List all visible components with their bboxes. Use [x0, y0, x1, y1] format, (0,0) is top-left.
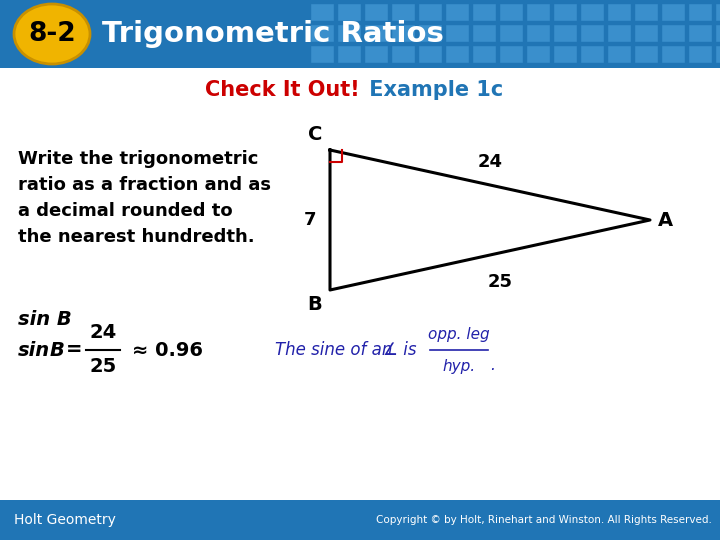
Text: ≈ 0.96: ≈ 0.96 [132, 341, 203, 360]
Text: is: is [398, 341, 422, 359]
Bar [634, 45, 658, 63]
Bar [580, 3, 604, 21]
Bar [634, 3, 658, 21]
Text: B: B [50, 341, 65, 360]
Text: 25: 25 [487, 273, 513, 291]
Bar [391, 45, 415, 63]
Bar [364, 3, 388, 21]
Bar [553, 24, 577, 42]
Bar [310, 45, 334, 63]
Text: 24: 24 [89, 323, 117, 342]
Bar [310, 24, 334, 42]
Bar [661, 24, 685, 42]
Text: B: B [307, 295, 322, 314]
Bar [391, 24, 415, 42]
Text: =: = [66, 341, 83, 360]
Text: 24: 24 [477, 153, 503, 171]
Bar [337, 3, 361, 21]
Text: 8-2: 8-2 [28, 21, 76, 47]
Bar [526, 45, 550, 63]
Text: Holt Geometry: Holt Geometry [14, 513, 116, 527]
Text: C: C [307, 125, 322, 144]
Bar [634, 24, 658, 42]
Text: ∠: ∠ [383, 341, 398, 359]
Bar [364, 24, 388, 42]
Text: Example 1c: Example 1c [362, 80, 503, 100]
Text: a decimal rounded to: a decimal rounded to [18, 202, 233, 220]
Bar [688, 45, 712, 63]
Bar [310, 3, 334, 21]
Bar [526, 3, 550, 21]
Bar [472, 24, 496, 42]
Bar [688, 3, 712, 21]
Text: Copyright © by Holt, Rinehart and Winston. All Rights Reserved.: Copyright © by Holt, Rinehart and Winsto… [376, 515, 712, 525]
Text: Check It Out!: Check It Out! [205, 80, 360, 100]
Bar [391, 3, 415, 21]
Text: Trigonometric Ratios: Trigonometric Ratios [102, 20, 444, 48]
Text: A: A [658, 211, 673, 229]
Bar [607, 3, 631, 21]
Bar [580, 45, 604, 63]
Bar [418, 24, 442, 42]
Text: The sine of an: The sine of an [275, 341, 397, 359]
Bar [661, 3, 685, 21]
Bar [607, 24, 631, 42]
Text: ratio as a fraction and as: ratio as a fraction and as [18, 176, 271, 194]
Bar [337, 45, 361, 63]
Bar [472, 3, 496, 21]
Bar [364, 45, 388, 63]
Bar [499, 45, 523, 63]
Bar [553, 3, 577, 21]
Bar [445, 45, 469, 63]
Bar [337, 24, 361, 42]
Bar [607, 45, 631, 63]
Bar [0, 0, 720, 68]
Bar [715, 3, 720, 21]
Text: hyp.: hyp. [442, 359, 476, 374]
Ellipse shape [14, 4, 90, 64]
Bar [715, 24, 720, 42]
Text: sin B: sin B [18, 310, 72, 329]
Text: the nearest hundredth.: the nearest hundredth. [18, 228, 255, 246]
Text: opp. leg: opp. leg [428, 327, 490, 341]
Bar [499, 24, 523, 42]
Text: 7: 7 [304, 211, 316, 229]
Bar [0, 500, 720, 540]
Bar [445, 3, 469, 21]
Bar [526, 24, 550, 42]
Bar [418, 3, 442, 21]
Bar [499, 3, 523, 21]
Text: .: . [490, 359, 495, 374]
Bar [445, 24, 469, 42]
Bar [580, 24, 604, 42]
Text: Write the trigonometric: Write the trigonometric [18, 150, 258, 168]
Bar [688, 24, 712, 42]
Text: 25: 25 [89, 357, 117, 376]
Bar [661, 45, 685, 63]
Bar [418, 45, 442, 63]
Bar [715, 45, 720, 63]
Text: sin: sin [18, 341, 50, 360]
Bar [472, 45, 496, 63]
Bar [553, 45, 577, 63]
